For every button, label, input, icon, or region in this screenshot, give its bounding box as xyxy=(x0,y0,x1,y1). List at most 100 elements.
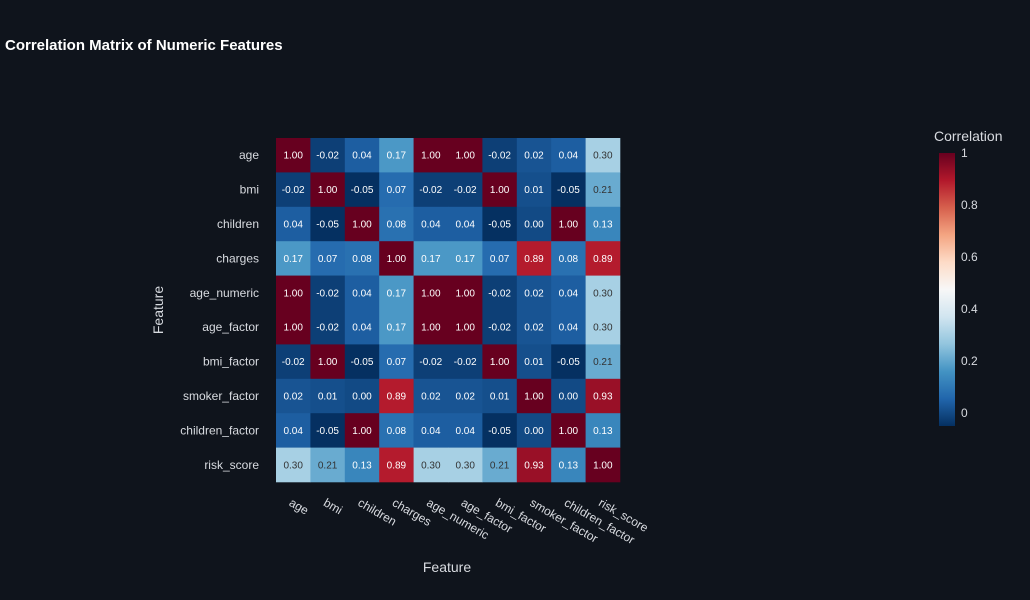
heatmap-cell xyxy=(516,447,552,483)
cell-value-label: 0.01 xyxy=(524,185,544,196)
x-tick-label: bmi xyxy=(321,495,345,517)
y-tick-label: risk_score xyxy=(204,458,259,472)
cell-value-label: 0.21 xyxy=(490,460,510,471)
heatmap-cell xyxy=(551,310,586,345)
cell-value-label: 0.17 xyxy=(455,254,475,265)
cell-value-label: 0.07 xyxy=(318,254,338,265)
cell-value-label: 0.89 xyxy=(593,254,613,265)
cell-value-label: 0.07 xyxy=(387,357,407,368)
cell-value-label: 0.04 xyxy=(559,323,579,334)
cell-value-label: 0.93 xyxy=(524,460,544,471)
cell-value-label: 0.02 xyxy=(421,392,441,403)
heatmap-cell xyxy=(379,413,414,448)
heatmap-cell xyxy=(516,378,552,414)
cell-value-label: -0.02 xyxy=(488,151,511,162)
cell-value-label: 1.00 xyxy=(490,185,510,196)
heatmap-cell xyxy=(413,378,449,414)
heatmap-cell xyxy=(276,310,311,345)
y-tick-label: age xyxy=(239,148,259,162)
cell-value-label: 0.04 xyxy=(421,426,441,437)
heatmap-cell xyxy=(379,447,414,483)
legend-tick-label: 1 xyxy=(961,146,968,160)
cell-value-label: 0.07 xyxy=(387,185,407,196)
heatmap-cell xyxy=(482,447,518,483)
heatmap-cell xyxy=(482,413,518,448)
heatmap-cell xyxy=(344,447,380,483)
cell-value-label: 0.01 xyxy=(524,357,544,368)
heatmap-cell xyxy=(379,172,414,208)
heatmap-cell xyxy=(344,275,380,311)
cell-value-label: 0.04 xyxy=(352,288,372,299)
heatmap-cell xyxy=(585,413,621,448)
heatmap-cell xyxy=(413,206,449,242)
cell-value-label: 1.00 xyxy=(455,151,475,162)
heatmap-cell xyxy=(585,206,621,242)
heatmap-cell xyxy=(448,310,483,345)
cell-value-label: 0.17 xyxy=(387,151,407,162)
heatmap-cell xyxy=(276,275,311,311)
heatmap-cell xyxy=(516,206,552,242)
cell-value-label: 0.13 xyxy=(593,426,613,437)
heatmap-cell xyxy=(448,344,483,380)
heatmap-cell xyxy=(413,275,449,311)
heatmap-cell xyxy=(379,206,414,242)
cell-value-label: -0.02 xyxy=(419,185,442,196)
heatmap-cell xyxy=(551,172,586,208)
heatmap-cell xyxy=(585,241,621,276)
cell-value-label: 0.89 xyxy=(387,460,407,471)
cell-value-label: -0.05 xyxy=(488,426,511,437)
cell-value-label: 0.07 xyxy=(490,254,510,265)
heatmap-cell xyxy=(585,344,621,380)
cell-value-label: -0.05 xyxy=(351,185,374,196)
cell-value-label: 0.04 xyxy=(559,288,579,299)
heatmap-cell xyxy=(379,138,414,173)
heatmap-cell xyxy=(276,206,311,242)
cell-value-label: 0.00 xyxy=(559,392,579,403)
cell-value-label: 1.00 xyxy=(283,288,303,299)
heatmap-cell xyxy=(448,206,483,242)
cell-value-label: -0.05 xyxy=(316,220,339,231)
x-tick-label: age xyxy=(287,495,312,517)
cell-value-label: 0.02 xyxy=(524,323,544,334)
heatmap-cell xyxy=(344,172,380,208)
heatmap-cell xyxy=(344,413,380,448)
cell-value-label: 0.17 xyxy=(421,254,441,265)
cell-value-label: 0.08 xyxy=(559,254,579,265)
y-tick-label: smoker_factor xyxy=(183,389,259,403)
heatmap-cell xyxy=(413,413,449,448)
heatmap-cell xyxy=(585,275,621,311)
y-tick-label: bmi_factor xyxy=(203,355,259,369)
heatmap-cell xyxy=(448,172,483,208)
heatmap-cell xyxy=(310,413,346,448)
cell-value-label: 1.00 xyxy=(352,220,372,231)
heatmap-cell xyxy=(413,172,449,208)
cell-value-label: 0.93 xyxy=(593,392,613,403)
heatmap-cell xyxy=(482,172,518,208)
cell-value-label: 0.04 xyxy=(352,151,372,162)
cell-value-label: -0.02 xyxy=(282,357,305,368)
cell-value-label: -0.02 xyxy=(454,185,477,196)
cell-value-label: 1.00 xyxy=(421,323,441,334)
cell-value-label: 0.00 xyxy=(524,220,544,231)
heatmap-cell xyxy=(276,241,311,276)
cell-value-label: 0.04 xyxy=(455,220,475,231)
cell-value-label: 0.01 xyxy=(490,392,510,403)
cell-value-label: -0.02 xyxy=(316,151,339,162)
cell-value-label: 1.00 xyxy=(455,288,475,299)
cell-value-label: 0.08 xyxy=(387,220,407,231)
heatmap-cell xyxy=(448,138,483,173)
cell-value-label: 1.00 xyxy=(318,357,338,368)
heatmap-cell xyxy=(379,344,414,380)
heatmap-cell xyxy=(516,275,552,311)
cell-value-label: 0.02 xyxy=(283,392,303,403)
heatmap-cell xyxy=(551,344,586,380)
heatmap-cell xyxy=(551,275,586,311)
y-tick-label: charges xyxy=(216,251,259,265)
heatmap-cell xyxy=(413,344,449,380)
cell-value-label: -0.02 xyxy=(488,323,511,334)
cell-value-label: 1.00 xyxy=(318,185,338,196)
cell-value-label: 0.04 xyxy=(352,323,372,334)
heatmap-cell xyxy=(379,378,414,414)
x-axis-title: Feature xyxy=(423,559,471,575)
